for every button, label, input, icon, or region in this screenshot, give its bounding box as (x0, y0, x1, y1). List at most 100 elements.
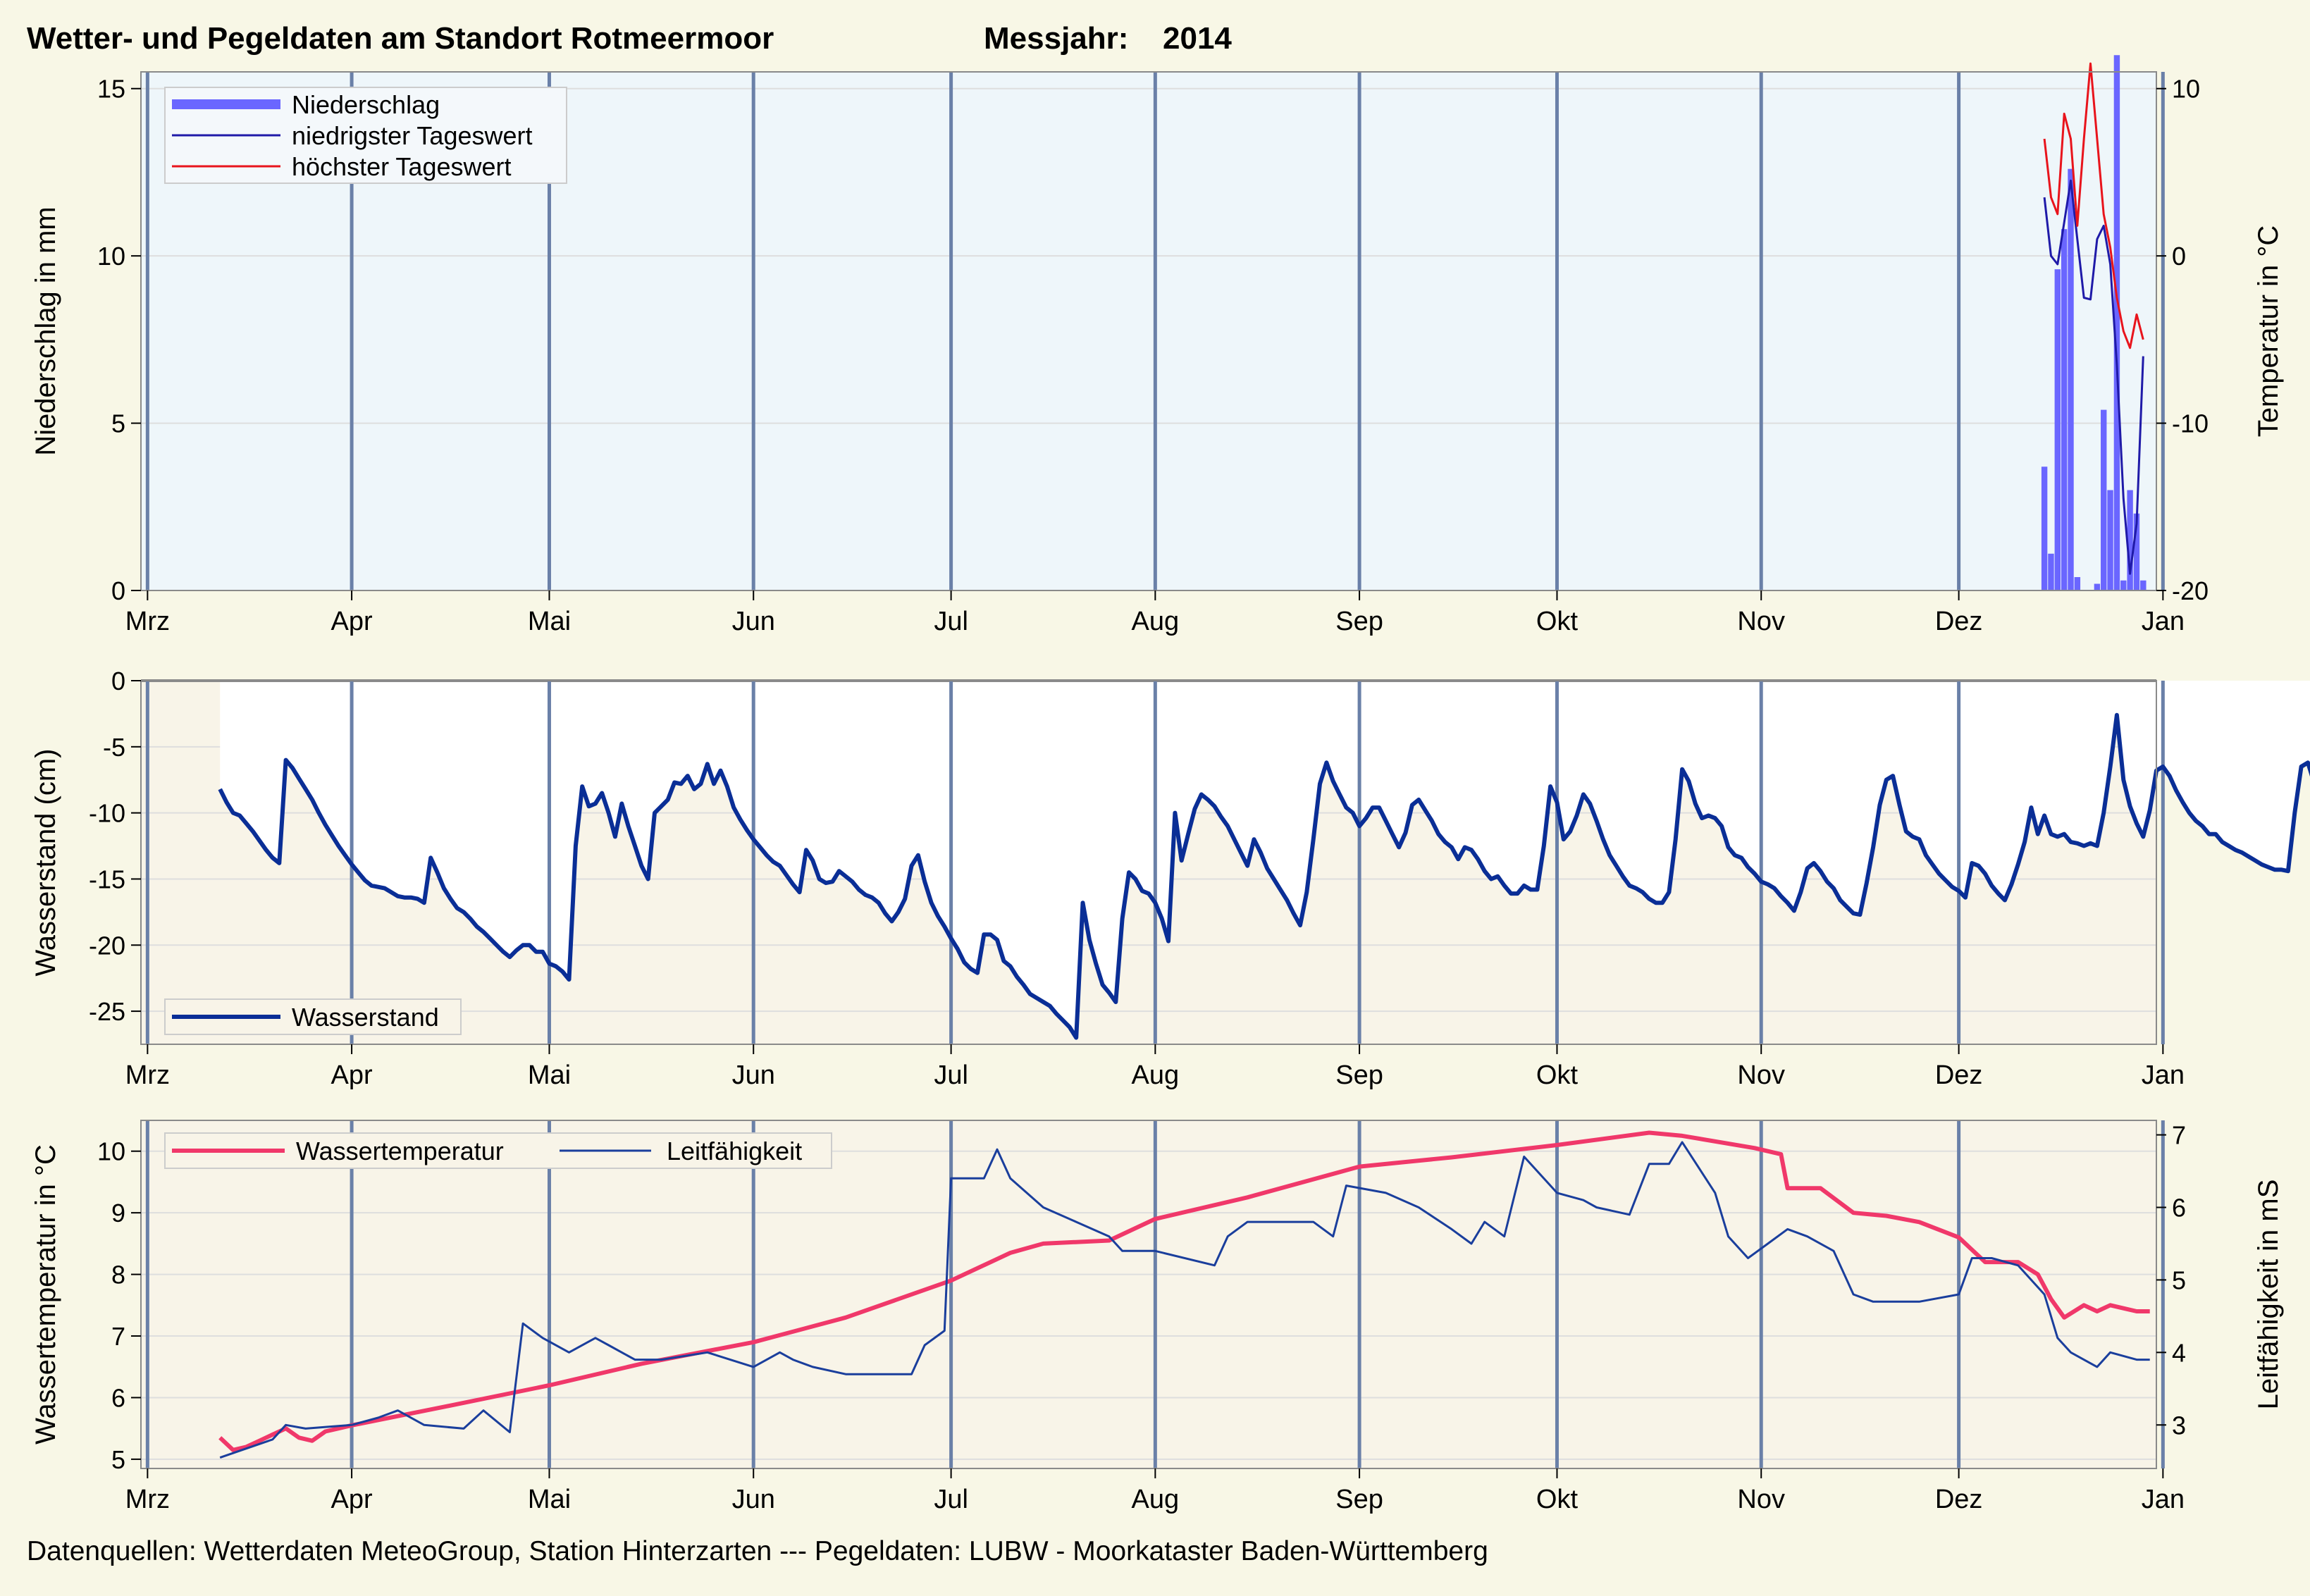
x-tick-label: Dez (1935, 1485, 1983, 1514)
y2-tick-label: 3 (2172, 1411, 2186, 1440)
precipitation-bar (2094, 583, 2101, 590)
x-tick-label: Jan (2142, 607, 2185, 636)
plot-frame (140, 1120, 2157, 1469)
x-tick-label: Okt (1536, 1060, 1579, 1090)
plot-area (141, 1120, 2156, 1468)
x-tick-label: Sep (1335, 607, 1383, 636)
y2-tick-label: 6 (2172, 1194, 2186, 1223)
y2-tick-label: 5 (2172, 1266, 2186, 1294)
x-tick-label: Jul (934, 1060, 968, 1090)
y-tick-label: 8 (111, 1261, 125, 1289)
x-tick-label: Dez (1935, 607, 1983, 636)
x-tick-label: Dez (1935, 1060, 1983, 1090)
x-tick-label: Jul (934, 607, 968, 636)
y-tick-label: 10 (97, 1137, 125, 1166)
chart-panel-weather: 0 5 10 15 -20 -10 0 10 Temperatur in °C Mrz Apr Mai… (30, 55, 2284, 636)
y-tick-label: 0 (111, 667, 125, 695)
y-tick-label: 5 (111, 409, 125, 438)
x-tick-label: Mai (528, 607, 571, 636)
x-tick-label: Okt (1536, 1485, 1579, 1514)
y-axis-label: Wassertemperatur in °C (30, 1144, 61, 1445)
legend-label: Wasserstand (292, 1003, 439, 1032)
y2-tick-label: -20 (2172, 576, 2209, 605)
precipitation-bar (2048, 553, 2054, 590)
x-tick-label: Jun (732, 607, 775, 636)
y-tick-label: 15 (97, 75, 125, 104)
x-tick-label: Apr (331, 1060, 373, 1090)
precipitation-bar (2107, 490, 2113, 590)
x-tick-label: Jun (732, 1060, 775, 1090)
y-axis-label: Niederschlag in mm (30, 206, 61, 455)
y2-tick-label: -10 (2172, 409, 2209, 438)
precipitation-bar (2120, 580, 2127, 590)
series-line-höchster-tageswert (2043, 62, 2144, 349)
precipitation-bar (2061, 229, 2068, 590)
data-sources-footer: Datenquellen: Wetterdaten MeteoGroup, St… (27, 1536, 1488, 1566)
legend-label: niedrigster Tageswert (292, 121, 533, 150)
y-tick-label: 10 (97, 242, 125, 271)
plot-frame (140, 71, 2157, 591)
y-tick-label: 9 (111, 1199, 125, 1227)
precipitation-bar (2074, 577, 2081, 590)
y-tick-label: -5 (103, 733, 125, 762)
y-tick-label: -10 (89, 799, 125, 828)
x-tick-label: Mai (528, 1060, 571, 1090)
precipitation-bar (2041, 466, 2048, 590)
y2-tick-label: 7 (2172, 1121, 2186, 1150)
series-line-wasserstand (218, 712, 2310, 1040)
x-tick-label: Mrz (125, 1485, 170, 1514)
y2-tick-label: 10 (2172, 75, 2200, 104)
y2-axis-label: Leitfähigkeit in mS (2253, 1180, 2284, 1410)
y-tick-label: -15 (89, 865, 125, 893)
series-line-wassertemperatur (218, 1130, 2150, 1452)
x-tick-label: Jan (2142, 1485, 2185, 1514)
y-tick-label: 0 (111, 576, 125, 605)
precipitation-bar (2101, 409, 2107, 590)
precipitation-bar (2068, 168, 2074, 590)
y-tick-label: 6 (111, 1383, 125, 1412)
x-tick-label: Aug (1132, 607, 1180, 636)
legend-label: Leitfähigkeit (667, 1137, 802, 1165)
chart-panel-water_temp_conductivity: 5 6 7 8 9 10 3 4 5 6 7 Leitfähigkeit in mS Mrz Apr Mai… (30, 1120, 2284, 1514)
series-line-niedrigster-tageswert (2043, 179, 2144, 575)
x-tick-label: Jul (934, 1485, 968, 1514)
legend-label: Niederschlag (292, 90, 440, 119)
x-tick-label: Aug (1132, 1060, 1180, 1090)
precipitation-bar (2127, 490, 2133, 590)
page-title: Wetter- und Pegeldaten am Standort Rotme… (27, 21, 774, 56)
legend-label: Wassertemperatur (296, 1137, 504, 1165)
y-tick-label: -25 (89, 997, 125, 1026)
year-label: Messjahr: (984, 21, 1129, 56)
x-tick-label: Mrz (125, 1060, 170, 1090)
precipitation-bar (2133, 513, 2140, 590)
y-tick-label: 7 (111, 1322, 125, 1351)
y-tick-label: -20 (89, 931, 125, 960)
legend-label: höchster Tageswert (292, 152, 512, 181)
series-line-leitfähigkeit (219, 1141, 2150, 1459)
y2-axis-label: Temperatur in °C (2253, 225, 2284, 438)
year-value: 2014 (1163, 21, 1232, 56)
x-tick-label: Nov (1737, 1485, 1785, 1514)
x-tick-label: Aug (1132, 1485, 1180, 1514)
x-tick-label: Jan (2142, 1060, 2185, 1090)
x-tick-label: Okt (1536, 607, 1579, 636)
x-tick-label: Nov (1737, 1060, 1785, 1090)
x-tick-label: Apr (331, 1485, 373, 1514)
chart-panel-water_level: -25 -20 -15 -10 -5 0 Mrz Apr Mai Jun Jul Aug Sep Okt N… (30, 667, 2310, 1090)
x-tick-label: Sep (1335, 1060, 1383, 1090)
precipitation-bar (2113, 55, 2120, 591)
x-tick-label: Mai (528, 1485, 571, 1514)
x-tick-label: Sep (1335, 1485, 1383, 1514)
precipitation-bar (2054, 269, 2061, 590)
y2-tick-label: 0 (2172, 242, 2186, 271)
y-axis-label: Wasserstand (cm) (30, 748, 61, 976)
x-tick-label: Jun (732, 1485, 775, 1514)
plot-frame (140, 680, 2157, 1045)
y2-tick-label: 4 (2172, 1338, 2186, 1367)
y-tick-label: 5 (111, 1445, 125, 1474)
x-tick-label: Apr (331, 607, 373, 636)
x-tick-label: Nov (1737, 607, 1785, 636)
x-tick-label: Mrz (125, 607, 170, 636)
precipitation-bar (2140, 580, 2147, 590)
